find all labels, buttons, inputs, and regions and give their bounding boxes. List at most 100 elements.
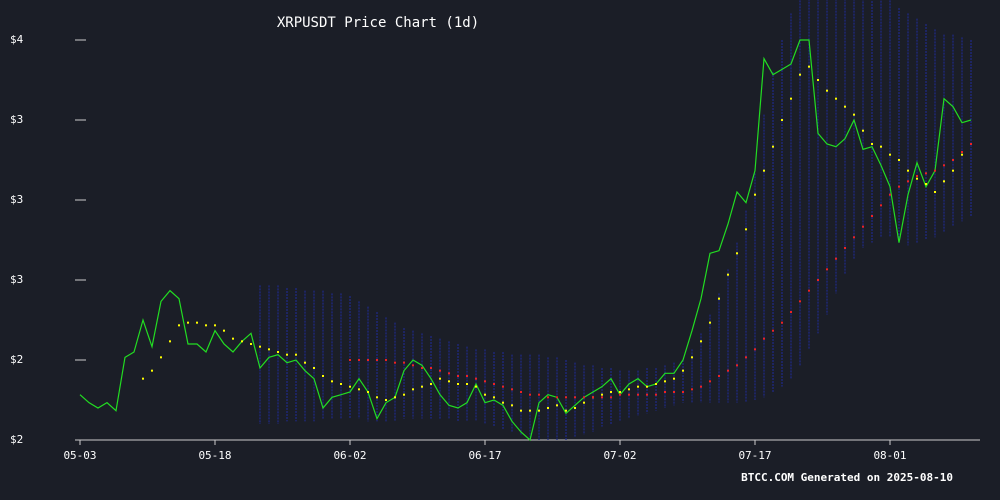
x-tick-label: 06-02 <box>333 449 366 462</box>
chart-title: XRPUSDT Price Chart (1d) <box>277 15 479 31</box>
ma-dot <box>367 391 369 393</box>
ma-dot <box>952 159 954 161</box>
x-tick-label: 05-03 <box>63 449 96 462</box>
ma-dot <box>826 268 828 271</box>
ma-dot <box>385 359 387 361</box>
ma-dot <box>439 377 441 380</box>
ma-dot <box>601 393 603 396</box>
ma-dot <box>565 396 567 399</box>
ma-dot <box>745 356 747 359</box>
ma-dot <box>898 185 900 188</box>
ma-dot <box>871 143 873 145</box>
ma-dot <box>889 153 891 156</box>
ma-dot <box>565 409 567 412</box>
ma-dot <box>799 300 801 303</box>
ma-dot <box>376 396 378 399</box>
ma-dot <box>763 169 765 172</box>
ma-dot <box>529 409 531 412</box>
ma-dot <box>907 169 909 172</box>
ma-dot <box>511 388 513 391</box>
ma-dot <box>313 367 315 369</box>
ma-dot <box>727 369 729 372</box>
ma-dot <box>223 329 225 332</box>
ma-dot <box>484 393 486 396</box>
ma-dot <box>970 143 972 145</box>
ma-dot <box>142 377 144 380</box>
ma-dot <box>673 391 675 393</box>
ma-dot <box>736 252 738 255</box>
ma-dot <box>718 297 720 300</box>
ma-dot <box>691 356 693 359</box>
ma-dot <box>646 385 648 388</box>
ma-dot <box>412 364 414 367</box>
ma-dot <box>322 375 324 377</box>
ma-dot <box>466 383 468 385</box>
ma-dot <box>637 393 639 396</box>
ma-dot <box>610 391 612 393</box>
x-tick-label: 06-17 <box>468 449 501 462</box>
ma-dot <box>916 177 918 180</box>
ma-dot <box>691 388 693 391</box>
ma-dot <box>232 337 234 340</box>
ma-dot <box>358 388 360 391</box>
ma-dot <box>412 388 414 391</box>
ma-dot <box>358 359 360 361</box>
ma-dot <box>619 393 621 396</box>
ma-dot <box>619 391 621 393</box>
ma-dot <box>835 97 837 100</box>
ma-dot <box>664 380 666 383</box>
ma-dot <box>646 393 648 396</box>
ma-dot <box>439 369 441 372</box>
ma-dot <box>826 89 828 92</box>
ma-dot <box>214 324 216 327</box>
ma-dot <box>736 364 738 367</box>
ma-dot <box>403 393 405 396</box>
ma-dot <box>520 409 522 412</box>
ma-dot <box>151 369 153 372</box>
price-line <box>79 39 972 442</box>
ma-dot <box>538 393 540 396</box>
ma-dot <box>628 388 630 391</box>
ma-dot <box>376 359 378 361</box>
ma-dot <box>907 180 909 183</box>
ma-dot <box>385 399 387 401</box>
ma-dot <box>484 380 486 383</box>
x-tick-label: 05-18 <box>198 449 231 462</box>
ma-dot <box>502 401 504 404</box>
ma-dot <box>448 380 450 383</box>
ma-dot <box>502 385 504 388</box>
ma-dot <box>349 359 351 361</box>
ma-dot <box>700 340 702 343</box>
ma-dot <box>340 383 342 385</box>
footer: BTCC.COM Generated on 2025-08-10 <box>741 471 953 484</box>
ma-dot <box>673 377 675 380</box>
ma-dot <box>529 393 531 396</box>
ma-dot <box>394 396 396 399</box>
ma-dot <box>925 183 927 185</box>
y-tick-label: $3 <box>10 193 23 206</box>
y-tick-label: $3 <box>10 113 23 126</box>
ma-dot <box>574 396 576 399</box>
ma-dot <box>790 311 792 313</box>
ma-dot <box>187 321 189 324</box>
ma-dot <box>709 380 711 383</box>
ma-dot <box>781 321 783 324</box>
x-tick-label: 07-02 <box>603 449 636 462</box>
ma-dot <box>583 401 585 404</box>
ma-dot <box>421 385 423 388</box>
ma-dot <box>592 396 594 399</box>
ma-dot <box>403 361 405 364</box>
ma-dot <box>754 193 756 196</box>
ma-dot <box>178 324 180 327</box>
ma-dot <box>655 383 657 385</box>
ma-dot <box>754 348 756 351</box>
ma-dot <box>169 340 171 343</box>
ma-dot <box>709 321 711 324</box>
y-tick-label: $4 <box>10 33 24 46</box>
x-tick-label: 08-01 <box>873 449 906 462</box>
ma-dot <box>574 407 576 409</box>
ma-dot <box>457 375 459 377</box>
ma-dot <box>808 289 810 292</box>
